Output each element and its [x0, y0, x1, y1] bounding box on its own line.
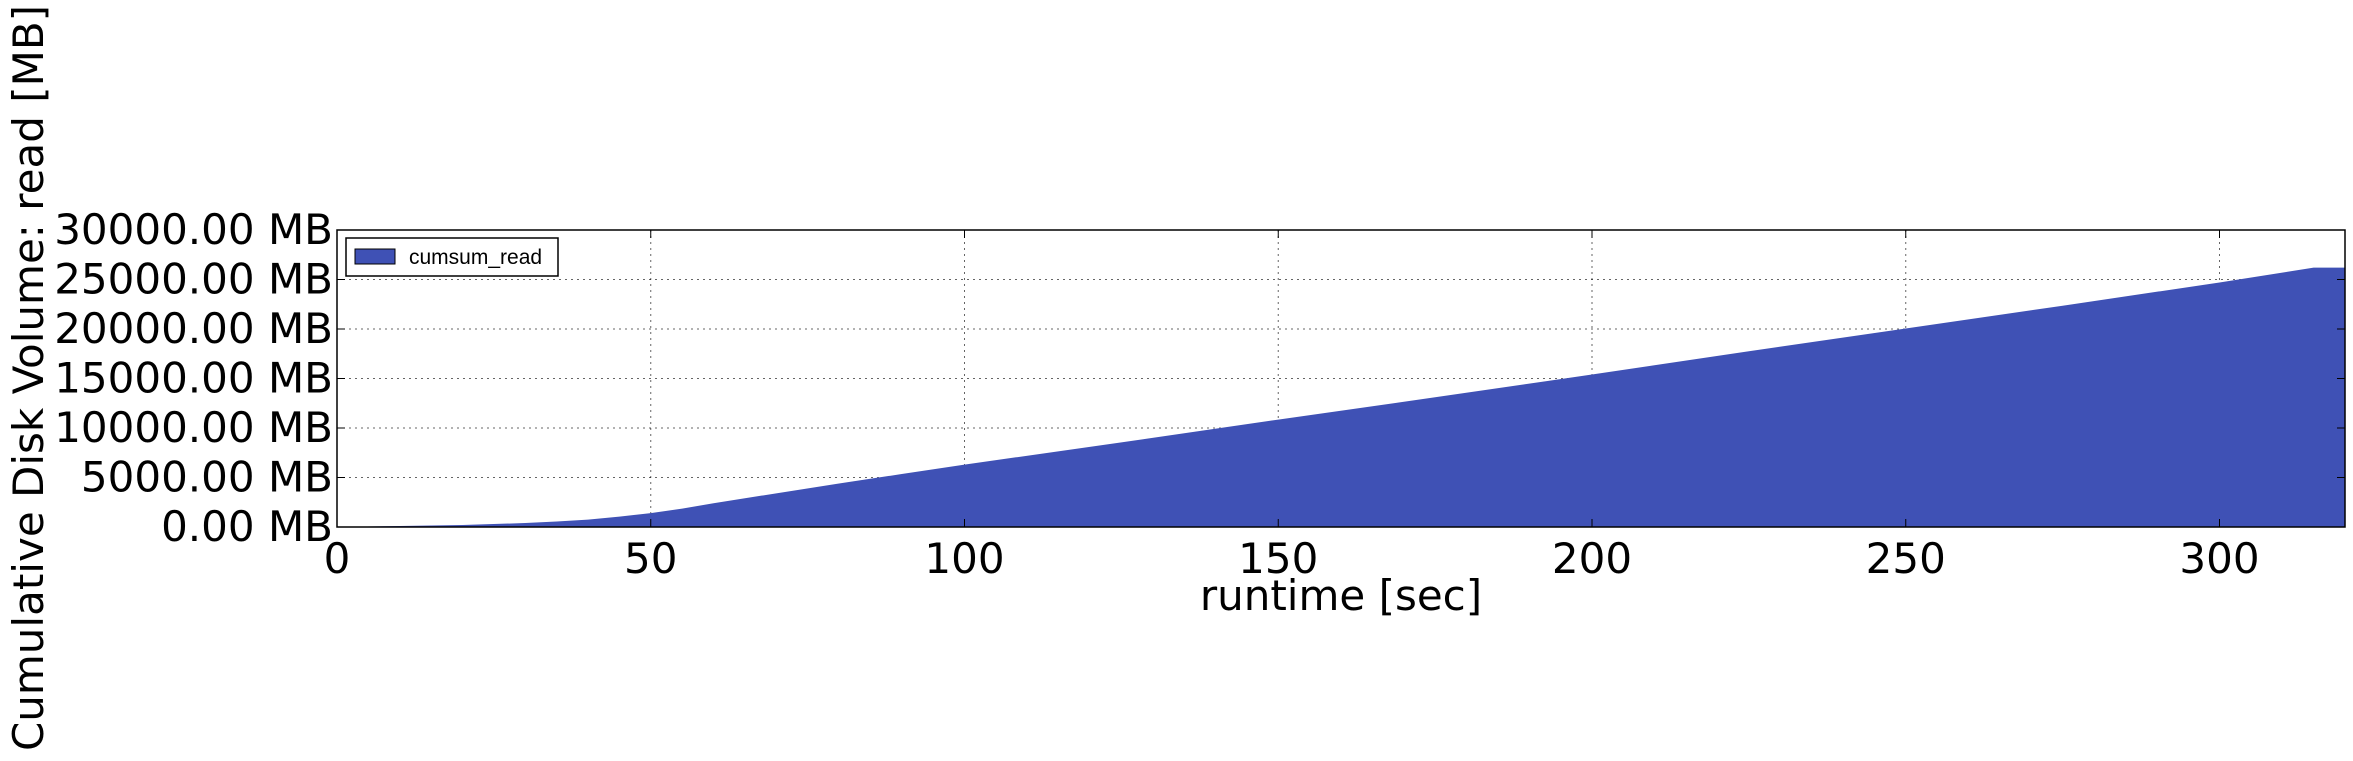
x-tick-label: 200 [1552, 534, 1632, 583]
y-tick-label: 30000.00 MB [54, 205, 333, 254]
x-tick-label: 50 [624, 534, 677, 583]
y-axis-label: Cumulative Disk Volume: read [MB] [4, 5, 53, 751]
y-tick-label: 15000.00 MB [54, 354, 333, 403]
x-axis-label: runtime [sec] [1200, 571, 1482, 620]
x-tick-label: 0 [324, 534, 351, 583]
y-tick-label: 10000.00 MB [54, 403, 333, 452]
x-tick-label: 100 [924, 534, 1004, 583]
x-axis: 0 50 100 150 200 250 300 [324, 230, 2260, 583]
x-tick-label: 150 [1238, 534, 1318, 583]
legend-swatch [354, 248, 396, 265]
y-tick-label: 5000.00 MB [81, 453, 333, 502]
area-series-cumsum_read [337, 267, 2345, 527]
y-tick-label: 25000.00 MB [54, 255, 333, 304]
legend: cumsum_read [345, 237, 559, 277]
area-layer [337, 267, 2345, 527]
legend-label: cumsum_read [409, 246, 542, 269]
y-tick-label: 20000.00 MB [54, 304, 333, 353]
y-tick-label: 0.00 MB [161, 502, 333, 551]
x-tick-label: 300 [2179, 534, 2259, 583]
x-tick-label: 250 [1866, 534, 1946, 583]
